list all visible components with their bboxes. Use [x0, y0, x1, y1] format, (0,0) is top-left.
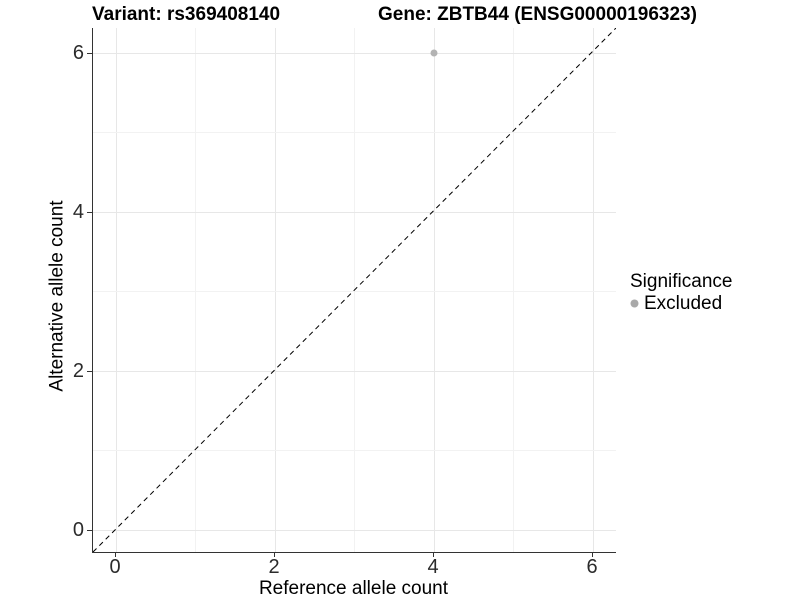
plot-panel	[92, 28, 616, 553]
gridline-x-5-minor	[513, 28, 514, 552]
x-tick-label-4: 4	[427, 556, 439, 578]
plot-title-gene: Gene: ZBTB44 (ENSG00000196323)	[378, 4, 697, 25]
y-tick-2	[87, 371, 92, 372]
x-tick-label-0: 0	[109, 556, 121, 578]
y-tick-label-0: 0	[72, 519, 84, 541]
legend: Significance Excluded	[630, 271, 732, 314]
y-tick-label-4: 4	[72, 201, 84, 223]
gridline-y-3-minor	[93, 291, 616, 292]
gridline-x-4	[434, 28, 435, 552]
panel-overlay	[93, 28, 616, 552]
x-tick-2	[274, 552, 275, 557]
x-tick-0	[115, 552, 116, 557]
x-tick-4	[433, 552, 434, 557]
x-tick-label-6: 6	[586, 556, 598, 578]
gridline-y-4	[93, 212, 616, 213]
y-tick-6	[87, 53, 92, 54]
gridline-x-6	[593, 28, 594, 552]
data-point-excluded	[430, 49, 438, 57]
legend-point-icon	[630, 299, 639, 308]
y-axis-title: Alternative allele count	[46, 200, 68, 392]
identity-dashed-line	[93, 28, 616, 552]
y-tick-label-2: 2	[72, 360, 84, 382]
x-axis-title: Reference allele count	[258, 578, 449, 599]
gridline-y-1-minor	[93, 450, 616, 451]
gridline-y-0	[93, 530, 616, 531]
legend-title: Significance	[630, 271, 733, 292]
x-tick-label-2: 2	[268, 556, 280, 578]
gridline-x-2	[275, 28, 276, 552]
gridline-y-6	[93, 53, 616, 54]
gridline-x-1-minor	[195, 28, 196, 552]
x-tick-6	[592, 552, 593, 557]
gridline-y-2	[93, 371, 616, 372]
legend-point-marker	[630, 299, 639, 308]
y-tick-0	[87, 530, 92, 531]
y-tick-label-6: 6	[72, 42, 84, 64]
legend-item-label: Excluded	[644, 293, 723, 314]
gridline-x-0	[116, 28, 117, 552]
legend-item-excluded: Excluded	[630, 293, 732, 314]
plot-title-variant: Variant: rs369408140	[92, 4, 281, 25]
gridline-y-5-minor	[93, 132, 616, 133]
y-tick-4	[87, 212, 92, 213]
